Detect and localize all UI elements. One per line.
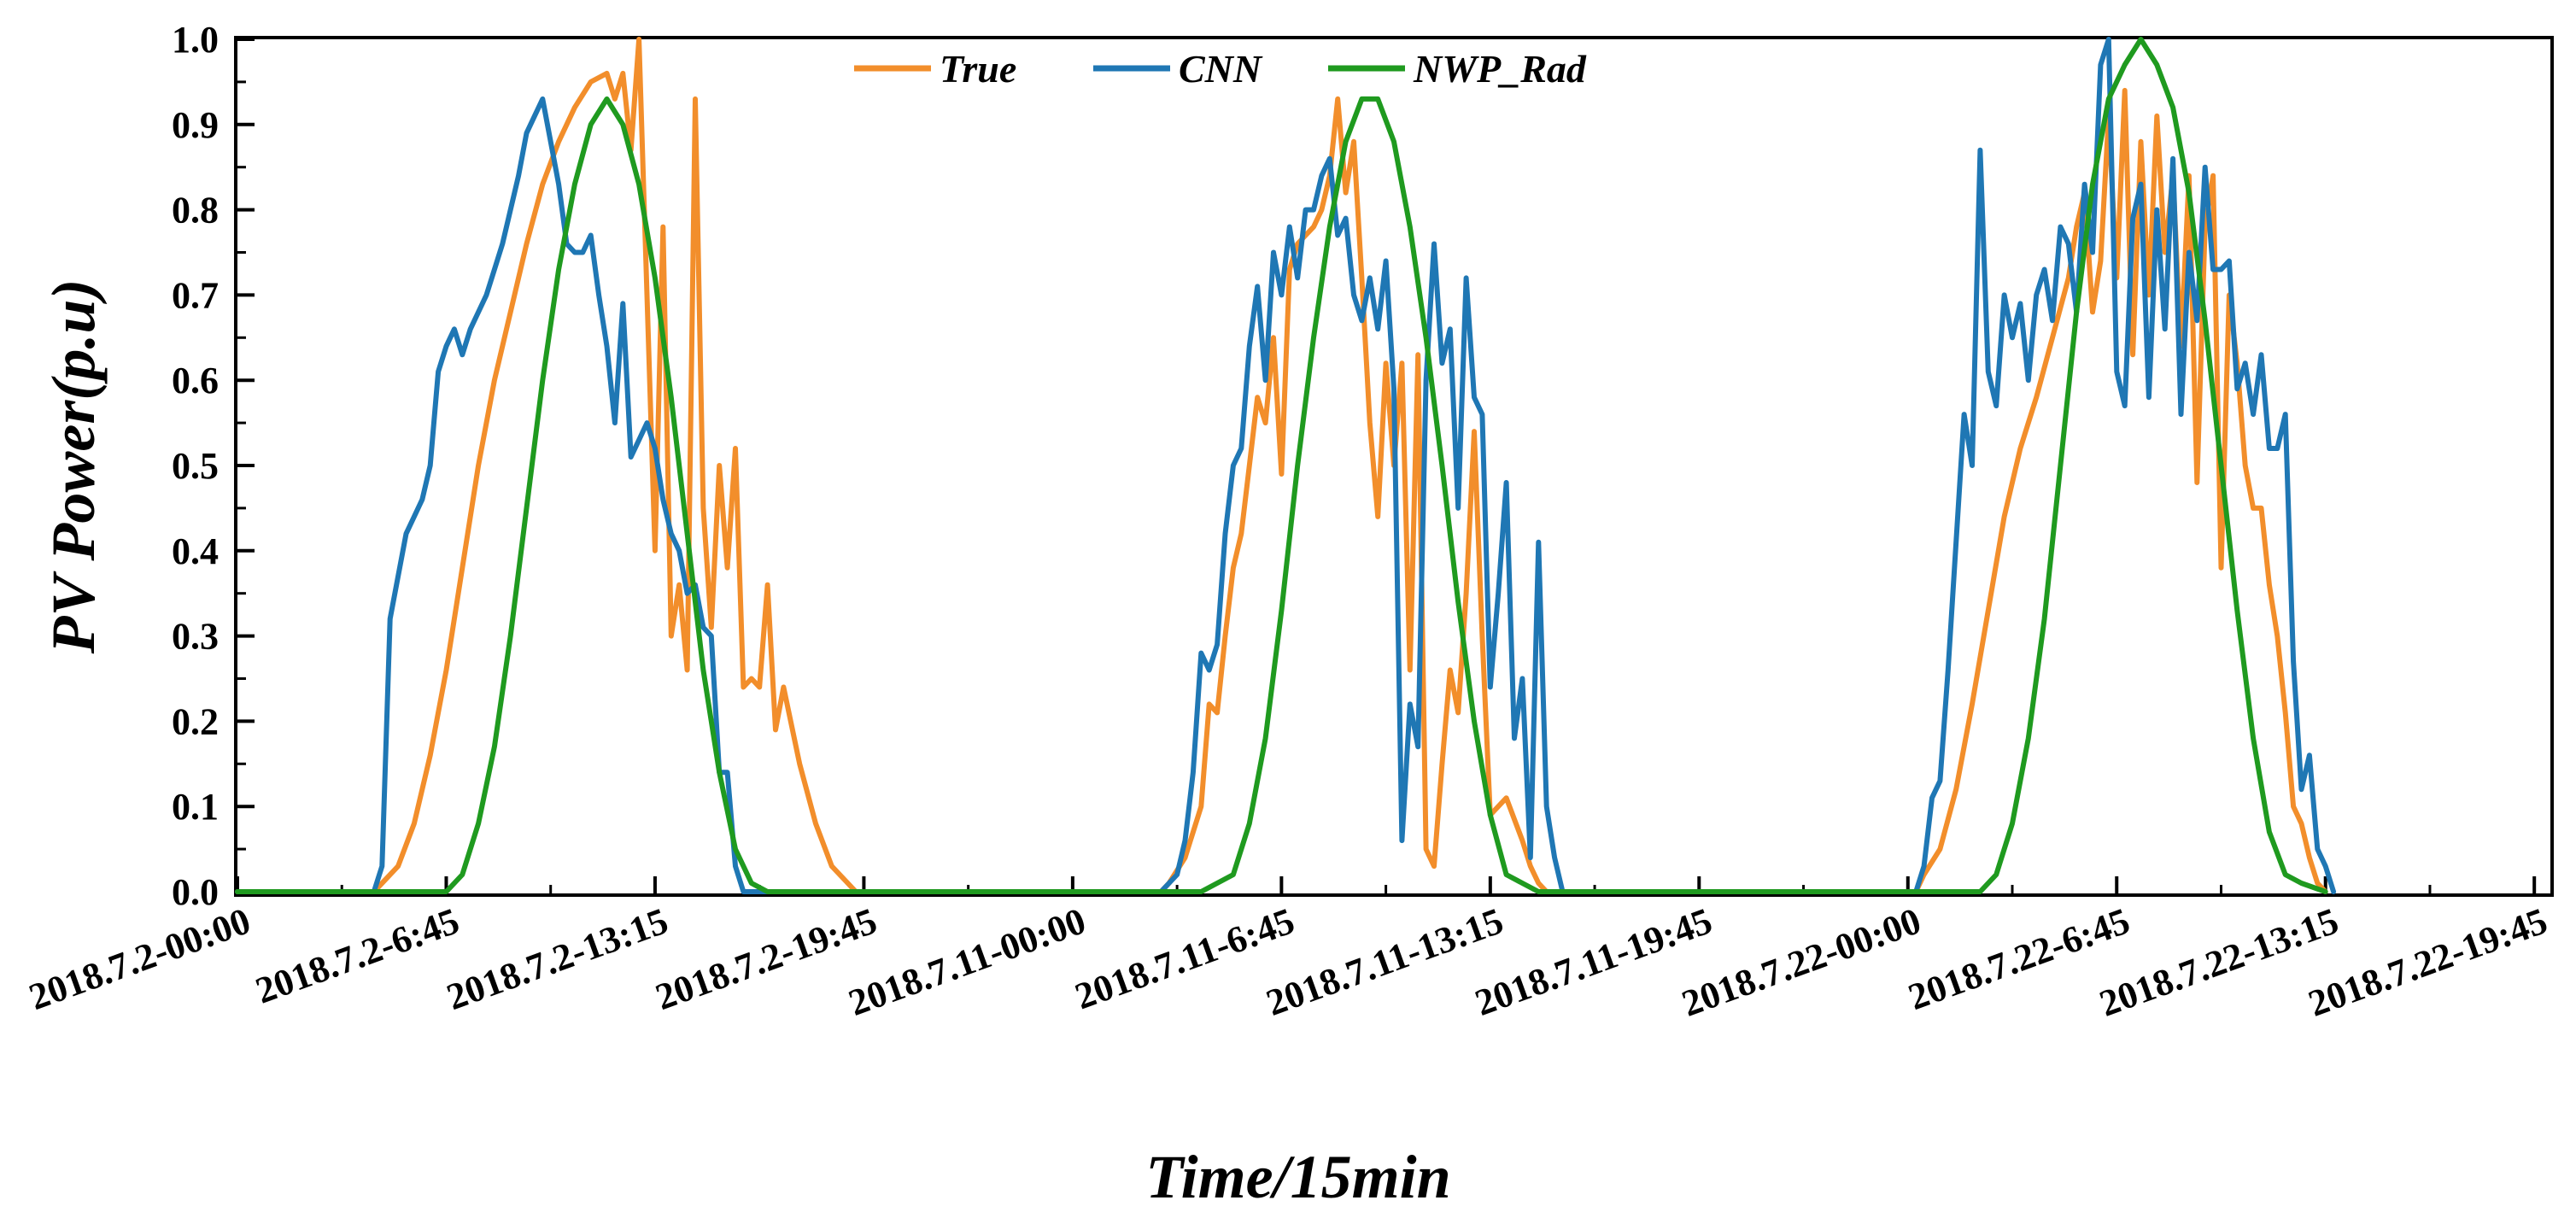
- y-tick-label: 0.0: [172, 871, 219, 913]
- x-tick-label: 2018.7.11-00:00: [843, 899, 1091, 1024]
- y-tick-label: 0.9: [172, 104, 219, 146]
- x-tick-label: 2018.7.11-19:45: [1470, 899, 1718, 1024]
- legend-label-nwp-rad: NWP_Rad: [1413, 47, 1587, 91]
- x-axis: 2018.7.2-00:002018.7.2-6:452018.7.2-13:1…: [24, 876, 2553, 1025]
- y-tick-label: 0.2: [172, 700, 219, 742]
- y-tick-label: 0.5: [172, 445, 219, 487]
- x-tick-label: 2018.7.22-00:00: [1677, 899, 1926, 1024]
- x-tick-label: 2018.7.2-13:15: [442, 899, 674, 1018]
- y-tick-label: 0.7: [172, 274, 219, 316]
- legend-label-cnn: CNN: [1179, 47, 1263, 91]
- y-axis-title: PV Power(p.u): [39, 279, 108, 655]
- y-tick-label: 0.3: [172, 616, 219, 658]
- x-tick-label: 2018.7.22-19:45: [2303, 899, 2552, 1024]
- x-tick-label: 2018.7.2-19:45: [650, 899, 882, 1018]
- x-axis-title: Time/15min: [1145, 1143, 1450, 1211]
- x-tick-label: 2018.7.11-6:45: [1069, 899, 1299, 1017]
- series-line-true: [235, 37, 2328, 894]
- y-tick-label: 1.0: [172, 19, 219, 61]
- y-tick-label: 0.8: [172, 190, 219, 231]
- series-line-cnn: [235, 37, 2337, 894]
- x-tick-label: 2018.7.2-00:00: [24, 899, 256, 1018]
- y-tick-label: 0.6: [172, 360, 219, 401]
- x-tick-label: 2018.7.11-13:15: [1261, 899, 1508, 1024]
- series-line-nwp-rad: [235, 37, 2328, 894]
- x-tick-label: 2018.7.2-6:45: [250, 899, 465, 1011]
- y-axis: 0.0 0.1 0.2 0.3 0.4 0.5 0.6 0.7 0.8 0.9 1.0: [172, 19, 255, 913]
- legend-label-true: True: [940, 47, 1016, 91]
- y-tick-label: 0.4: [172, 530, 219, 572]
- x-tick-label: 2018.7.22-13:15: [2094, 899, 2344, 1024]
- series-lines: [235, 37, 2337, 894]
- y-tick-label: 0.1: [172, 786, 219, 828]
- legend: True CNN NWP_Rad: [854, 47, 1587, 91]
